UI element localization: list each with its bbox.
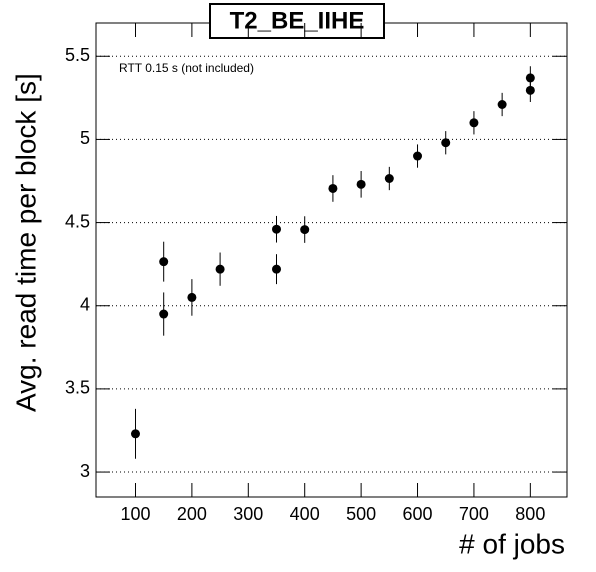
chart-title: T2_BE_IIHE [230,7,365,34]
y-tick-label: 4 [80,294,90,314]
data-point [497,99,507,109]
data-point [384,174,394,184]
x-tick-label: 300 [233,504,263,524]
data-point [525,73,535,83]
x-tick-label: 200 [177,504,207,524]
x-tick-label: 500 [346,504,376,524]
x-tick-label: 600 [402,504,432,524]
data-point [215,264,225,274]
data-point [272,224,282,234]
data-point [159,257,169,267]
data-point [130,429,140,439]
y-tick-label: 3.5 [65,378,90,398]
x-tick-label: 700 [459,504,489,524]
annotation: RTT 0.15 s (not included) [119,61,254,75]
x-axis-label: # of jobs [459,528,565,559]
data-point [413,151,423,161]
y-tick-label: 5 [80,128,90,148]
data-point [525,85,535,95]
x-tick-label: 400 [290,504,320,524]
data-point [441,138,451,148]
data-point [469,118,479,128]
y-tick-label: 4.5 [65,211,90,231]
data-point [272,264,282,274]
data-point [300,225,310,235]
title-box [209,3,385,39]
y-tick-label: 5.5 [65,45,90,65]
y-tick-label: 3 [80,461,90,481]
data-point [159,309,169,319]
data-point [187,292,197,302]
x-tick-label: 800 [515,504,545,524]
x-tick-label: 100 [120,504,150,524]
data-point [328,183,338,193]
y-axis-label: Avg. read time per block [s] [10,73,41,412]
data-point [356,179,366,189]
